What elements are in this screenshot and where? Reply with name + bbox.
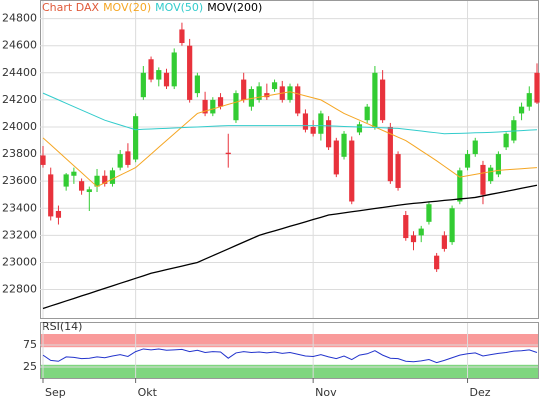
candle-body <box>179 29 185 43</box>
y-tick-label: 23800 <box>2 147 37 160</box>
legend-entry: MOV(20) <box>103 1 151 14</box>
candle-body <box>495 154 502 175</box>
candle-body <box>55 210 62 218</box>
candle-body <box>40 155 46 165</box>
candle-body <box>356 124 363 133</box>
candle-body <box>449 208 455 243</box>
candle-body <box>125 151 131 165</box>
candle-body <box>194 75 200 94</box>
candle-body <box>217 97 224 107</box>
candle-body <box>156 70 162 80</box>
candle-body <box>94 175 100 187</box>
y-tick-label: 23400 <box>2 201 37 214</box>
candle-body <box>488 167 494 182</box>
rsi-band <box>41 364 538 378</box>
candle-body <box>78 181 85 191</box>
candle-body <box>63 174 69 187</box>
candle-body <box>410 235 417 243</box>
y-tick-label: 22800 <box>2 283 37 296</box>
candle-body <box>325 120 332 148</box>
candle-body <box>248 89 255 107</box>
candle-body <box>503 133 509 148</box>
candle-body <box>511 120 517 141</box>
candle-body <box>333 140 339 175</box>
candle-body <box>302 113 309 130</box>
candle-body <box>148 59 154 80</box>
rsi-line <box>42 348 538 364</box>
candle-body <box>464 154 471 168</box>
candle-body <box>380 79 386 121</box>
candle-body <box>441 235 447 249</box>
candle-body <box>395 154 401 188</box>
x-tick-label: Dez <box>470 386 491 399</box>
y-tick-label: 24000 <box>2 120 37 133</box>
candle-body <box>295 86 301 114</box>
x-tick-label: Okt <box>138 386 158 399</box>
y-tick-label: 23600 <box>2 174 37 187</box>
candle-body <box>434 255 440 270</box>
candle-body <box>534 72 540 103</box>
candle-body <box>140 72 146 98</box>
candle-body <box>86 189 92 193</box>
x-tick-label: Nov <box>315 386 337 399</box>
y-tick-label: 23200 <box>2 228 37 241</box>
candle-body <box>241 79 247 100</box>
x-tick-label: Sep <box>45 386 66 399</box>
rsi-tick-label: 25 <box>23 360 37 373</box>
candle-body <box>109 170 116 184</box>
candle-body <box>264 93 270 98</box>
rsi-title: RSI(14) <box>42 320 82 333</box>
candle-body <box>163 72 170 87</box>
ma-line <box>42 184 538 310</box>
chart-title: Chart DAX <box>42 1 100 14</box>
candle-body <box>187 45 193 100</box>
candle-body <box>526 93 532 107</box>
candle-body <box>480 164 486 195</box>
candle-body <box>287 86 293 100</box>
candle-body <box>102 175 108 184</box>
legend-entry: MOV(200) <box>207 1 262 14</box>
candle-body <box>117 154 123 168</box>
candle-body <box>372 72 378 127</box>
rsi-band <box>41 334 538 348</box>
ma-line <box>42 92 538 135</box>
candle-body <box>364 106 370 121</box>
candle-body <box>418 228 424 236</box>
legend: Chart DAX MOV(20) MOV(50) MOV(200) <box>42 1 262 14</box>
candle-body <box>210 99 216 114</box>
candle-body <box>387 126 393 182</box>
candle-body <box>472 140 478 155</box>
y-tick-label: 24400 <box>2 66 37 79</box>
candle-body <box>71 171 77 176</box>
y-tick-label: 23000 <box>2 255 37 268</box>
candle-body <box>171 52 177 87</box>
candle-body <box>518 106 525 114</box>
legend-entry: MOV(50) <box>155 1 203 14</box>
candle-body <box>341 133 347 157</box>
candle-body <box>256 86 262 100</box>
y-tick-label: 24200 <box>2 93 37 106</box>
candle-body <box>133 116 139 160</box>
y-tick-label: 24600 <box>2 39 37 52</box>
y-tick-label: 24800 <box>2 12 37 25</box>
candle-body <box>318 113 324 134</box>
ma-line <box>42 91 538 188</box>
candle-body <box>202 99 208 114</box>
candle-body <box>48 174 54 217</box>
rsi-frame <box>40 322 539 379</box>
main-frame <box>40 0 539 319</box>
candle-body <box>403 215 409 239</box>
candle-body <box>233 93 239 121</box>
candle-body <box>426 204 432 222</box>
candle-body <box>310 126 316 134</box>
candle-body <box>225 152 231 155</box>
rsi-tick-label: 75 <box>23 338 37 351</box>
candle-body <box>457 170 463 202</box>
candle-body <box>349 140 355 202</box>
candle-body <box>271 82 278 90</box>
